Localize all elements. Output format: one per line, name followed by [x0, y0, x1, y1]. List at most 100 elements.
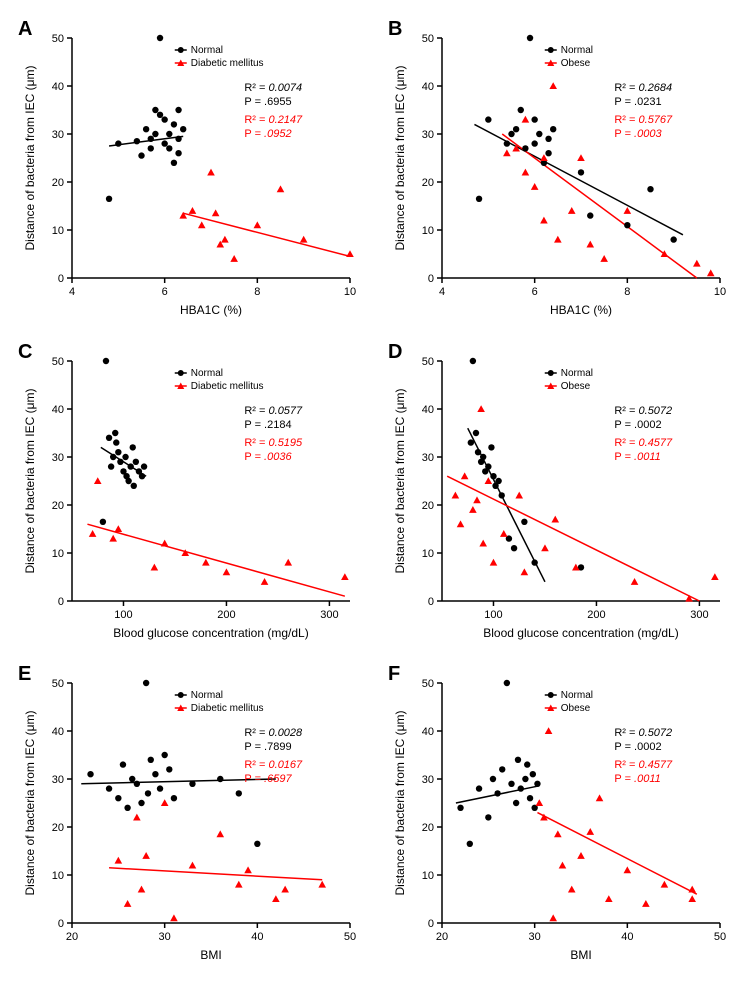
svg-text:10: 10 — [52, 225, 64, 237]
svg-text:100: 100 — [114, 609, 132, 621]
svg-text:4: 4 — [439, 286, 445, 298]
svg-text:0: 0 — [58, 596, 64, 608]
svg-text:P = .0011: P = .0011 — [614, 773, 660, 785]
panel-label-E: E — [18, 663, 31, 686]
svg-text:Obese: Obese — [561, 703, 591, 714]
chart-B: 4681001020304050HBA1C (%)Distance of bac… — [390, 20, 730, 320]
svg-text:8: 8 — [254, 286, 260, 298]
svg-text:P = .0036: P = .0036 — [244, 450, 292, 462]
svg-text:R² = 0.5767: R² = 0.5767 — [614, 114, 673, 126]
svg-text:Normal: Normal — [561, 45, 593, 56]
svg-text:40: 40 — [422, 404, 434, 416]
svg-text:HBA1C (%): HBA1C (%) — [550, 303, 612, 317]
svg-text:10: 10 — [714, 286, 726, 298]
svg-text:R² = 0.0577: R² = 0.0577 — [244, 404, 303, 416]
panel-label-D: D — [388, 341, 402, 364]
svg-text:50: 50 — [714, 931, 726, 943]
svg-text:0: 0 — [58, 918, 64, 930]
svg-text:P = .0952: P = .0952 — [244, 128, 291, 140]
panel-B: B4681001020304050HBA1C (%)Distance of ba… — [390, 20, 730, 333]
svg-text:40: 40 — [52, 726, 64, 738]
chart-C: 10020030001020304050Blood glucose concen… — [20, 343, 360, 643]
svg-text:R² = 0.0028: R² = 0.0028 — [244, 727, 303, 739]
svg-text:30: 30 — [52, 774, 64, 786]
svg-text:Distance of bacteria from IEC: Distance of bacteria from IEC (μm) — [393, 711, 407, 896]
panel-F: F2030405001020304050BMIDistance of bacte… — [390, 665, 730, 978]
svg-text:P = .7899: P = .7899 — [244, 741, 291, 753]
svg-text:20: 20 — [52, 177, 64, 189]
svg-text:30: 30 — [422, 452, 434, 464]
svg-text:Distance of bacteria from IEC: Distance of bacteria from IEC (μm) — [23, 388, 37, 573]
svg-text:30: 30 — [52, 452, 64, 464]
svg-text:40: 40 — [251, 931, 263, 943]
figure-grid: A4681001020304050HBA1C (%)Distance of ba… — [20, 20, 727, 978]
svg-text:300: 300 — [320, 609, 338, 621]
svg-text:Normal: Normal — [191, 690, 223, 701]
svg-text:20: 20 — [422, 822, 434, 834]
svg-text:30: 30 — [529, 931, 541, 943]
svg-text:R² = 0.4577: R² = 0.4577 — [614, 436, 673, 448]
svg-text:P = .0003: P = .0003 — [614, 128, 662, 140]
svg-text:R² = 0.0074: R² = 0.0074 — [244, 82, 302, 94]
svg-text:Distance of bacteria from IEC: Distance of bacteria from IEC (μm) — [23, 66, 37, 251]
svg-text:R² = 0.2147: R² = 0.2147 — [244, 114, 303, 126]
svg-text:6: 6 — [532, 286, 538, 298]
svg-text:BMI: BMI — [570, 948, 591, 962]
svg-text:20: 20 — [422, 500, 434, 512]
svg-text:10: 10 — [52, 548, 64, 560]
svg-text:10: 10 — [422, 870, 434, 882]
svg-text:P = .0011: P = .0011 — [614, 450, 660, 462]
svg-text:4: 4 — [69, 286, 75, 298]
svg-text:20: 20 — [52, 500, 64, 512]
svg-text:0: 0 — [428, 918, 434, 930]
svg-text:10: 10 — [422, 225, 434, 237]
svg-text:Obese: Obese — [561, 381, 591, 392]
svg-text:P = .0002: P = .0002 — [614, 741, 661, 753]
svg-text:Normal: Normal — [191, 368, 223, 379]
svg-text:20: 20 — [422, 177, 434, 189]
svg-text:40: 40 — [422, 726, 434, 738]
panel-A: A4681001020304050HBA1C (%)Distance of ba… — [20, 20, 360, 333]
svg-text:Obese: Obese — [561, 58, 591, 69]
svg-text:20: 20 — [436, 931, 448, 943]
svg-text:Distance of bacteria from IEC: Distance of bacteria from IEC (μm) — [23, 711, 37, 896]
chart-F: 2030405001020304050BMIDistance of bacter… — [390, 665, 730, 965]
svg-text:50: 50 — [52, 356, 64, 368]
svg-text:HBA1C (%): HBA1C (%) — [180, 303, 242, 317]
svg-text:50: 50 — [422, 33, 434, 45]
svg-text:50: 50 — [422, 356, 434, 368]
svg-text:P = .0002: P = .0002 — [614, 418, 661, 430]
svg-text:0: 0 — [428, 596, 434, 608]
svg-text:50: 50 — [422, 678, 434, 690]
svg-text:20: 20 — [66, 931, 78, 943]
svg-text:0: 0 — [428, 273, 434, 285]
panel-label-C: C — [18, 341, 32, 364]
svg-text:40: 40 — [422, 81, 434, 93]
panel-label-A: A — [18, 18, 32, 41]
svg-text:40: 40 — [621, 931, 633, 943]
svg-text:50: 50 — [52, 678, 64, 690]
svg-text:6: 6 — [162, 286, 168, 298]
svg-text:50: 50 — [52, 33, 64, 45]
svg-text:Normal: Normal — [191, 45, 223, 56]
svg-text:Diabetic mellitus: Diabetic mellitus — [191, 58, 264, 69]
svg-text:30: 30 — [422, 129, 434, 141]
svg-text:20: 20 — [52, 822, 64, 834]
svg-text:R² = 0.5072: R² = 0.5072 — [614, 727, 672, 739]
svg-text:Blood glucose concentration (m: Blood glucose concentration (mg/dL) — [483, 626, 678, 640]
svg-text:200: 200 — [217, 609, 235, 621]
svg-text:200: 200 — [587, 609, 605, 621]
svg-text:R² = 0.4577: R² = 0.4577 — [614, 759, 673, 771]
svg-text:P = .0231: P = .0231 — [614, 96, 661, 108]
svg-text:P = .2184: P = .2184 — [244, 418, 291, 430]
svg-text:30: 30 — [52, 129, 64, 141]
svg-text:300: 300 — [690, 609, 708, 621]
svg-text:Distance of bacteria from IEC: Distance of bacteria from IEC (μm) — [393, 66, 407, 251]
panel-E: E2030405001020304050BMIDistance of bacte… — [20, 665, 360, 978]
panel-label-B: B — [388, 18, 402, 41]
chart-E: 2030405001020304050BMIDistance of bacter… — [20, 665, 360, 965]
svg-text:Normal: Normal — [561, 368, 593, 379]
svg-text:BMI: BMI — [200, 948, 221, 962]
svg-text:100: 100 — [484, 609, 502, 621]
svg-text:10: 10 — [344, 286, 356, 298]
